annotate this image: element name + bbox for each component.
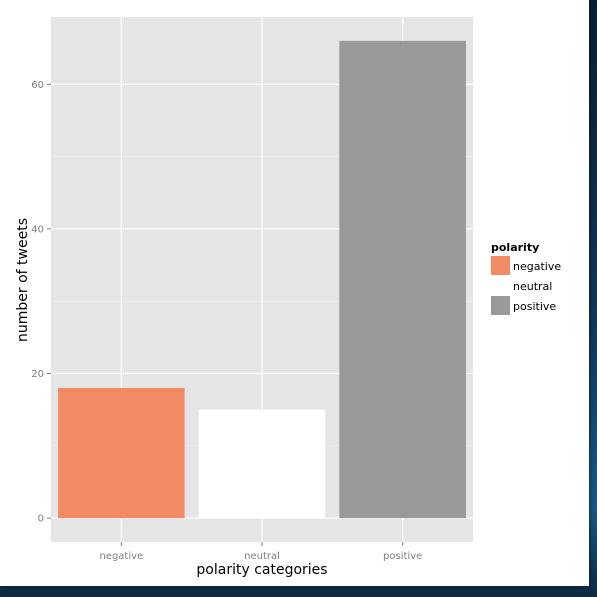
y-tick-label: 60 <box>31 80 44 91</box>
bars <box>58 40 466 519</box>
x-axis-title: polarity categories <box>196 562 327 578</box>
legend-label-positive: positive <box>513 300 556 313</box>
y-tick-label: 20 <box>31 369 44 380</box>
bar-positive <box>339 40 466 519</box>
legend-swatch-neutral <box>491 276 510 295</box>
x-axis-ticks: negative neutral positive <box>99 542 422 562</box>
y-axis-title: number of tweets <box>15 218 31 342</box>
x-tick-label: negative <box>99 551 143 562</box>
legend-title: polarity <box>491 241 539 254</box>
y-tick-label: 0 <box>38 514 44 525</box>
plot-window: 0 20 40 60 negative neutral positive polarity… <box>15 17 562 578</box>
bar-chart: 0 20 40 60 negative neutral positive polarity… <box>15 17 561 578</box>
x-tick-label: neutral <box>244 551 280 562</box>
x-tick-label: positive <box>383 551 422 562</box>
legend-swatch-negative <box>491 256 510 275</box>
bar-neutral <box>198 409 326 519</box>
legend: polarity negative neutral positive <box>491 241 561 315</box>
y-tick-label: 40 <box>31 224 44 235</box>
y-axis-ticks: 0 20 40 60 <box>31 80 51 525</box>
bar-negative <box>58 387 185 519</box>
legend-label-neutral: neutral <box>513 280 552 293</box>
legend-label-negative: negative <box>513 260 561 273</box>
legend-swatch-positive <box>491 296 510 315</box>
